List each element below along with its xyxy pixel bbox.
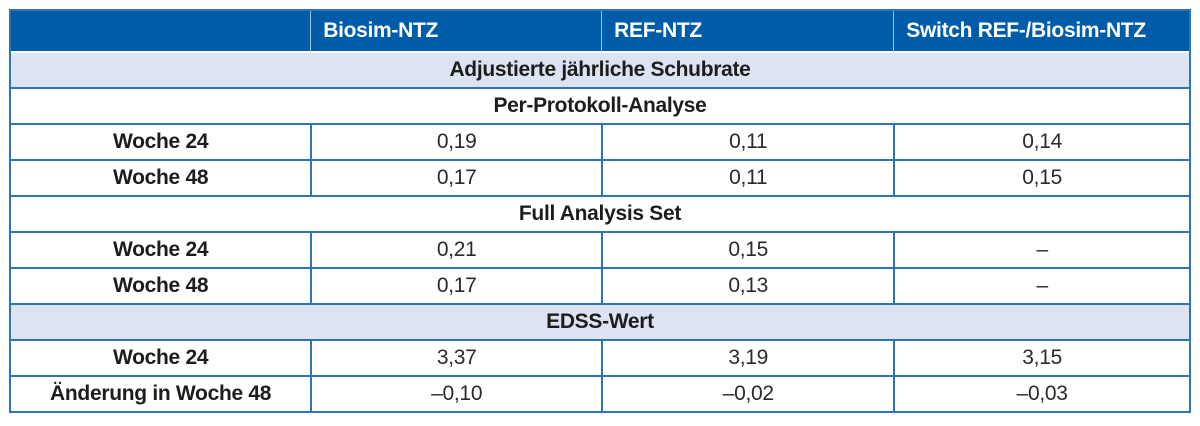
subsection-row-full-analysis-set: Full Analysis Set bbox=[11, 195, 1189, 231]
data-cell-ref: 0,11 bbox=[601, 159, 894, 195]
subsection-row-per-protokoll: Per-Protokoll-Analyse bbox=[11, 87, 1189, 123]
section-title: EDSS-Wert bbox=[11, 303, 1189, 339]
row-label: Änderung in Woche 48 bbox=[11, 375, 311, 411]
data-cell-switch: 3,15 bbox=[893, 339, 1189, 375]
data-row-fas-woche-48: Woche 48 0,17 0,13 – bbox=[11, 267, 1189, 303]
header-cell-biosim-ntz: Biosim-NTZ bbox=[310, 11, 602, 53]
row-label: Woche 24 bbox=[11, 339, 311, 375]
subsection-title: Full Analysis Set bbox=[11, 195, 1189, 231]
data-row-edss-woche-24: Woche 24 3,37 3,19 3,15 bbox=[11, 339, 1189, 375]
data-cell-switch: – bbox=[893, 231, 1189, 267]
data-cell-biosim: 0,17 bbox=[310, 267, 602, 303]
section-title: Adjustierte jährliche Schubrate bbox=[11, 53, 1189, 87]
data-cell-switch: – bbox=[893, 267, 1189, 303]
data-row-fas-woche-24: Woche 24 0,21 0,15 – bbox=[11, 231, 1189, 267]
section-row-edss-wert: EDSS-Wert bbox=[11, 303, 1189, 339]
header-cell-empty bbox=[11, 11, 311, 53]
data-cell-ref: 0,11 bbox=[601, 123, 894, 159]
row-label: Woche 24 bbox=[11, 123, 311, 159]
section-row-schubrate: Adjustierte jährliche Schubrate bbox=[11, 53, 1189, 87]
data-cell-switch: 0,14 bbox=[893, 123, 1189, 159]
data-cell-ref: 0,13 bbox=[601, 267, 894, 303]
data-cell-ref: 0,15 bbox=[601, 231, 894, 267]
data-row-pp-woche-24: Woche 24 0,19 0,11 0,14 bbox=[11, 123, 1189, 159]
data-cell-biosim: 0,21 bbox=[310, 231, 602, 267]
row-label: Woche 48 bbox=[11, 267, 311, 303]
study-results-table: Biosim-NTZ REF-NTZ Switch REF-/Biosim-NT… bbox=[9, 9, 1191, 413]
data-cell-switch: 0,15 bbox=[893, 159, 1189, 195]
data-cell-biosim: 3,37 bbox=[310, 339, 602, 375]
header-cell-ref-ntz: REF-NTZ bbox=[601, 11, 894, 53]
data-cell-biosim: 0,17 bbox=[310, 159, 602, 195]
header-cell-switch-ref-biosim-ntz: Switch REF-/Biosim-NTZ bbox=[893, 11, 1189, 53]
data-row-edss-aenderung-woche-48: Änderung in Woche 48 –0,10 –0,02 –0,03 bbox=[11, 375, 1189, 411]
data-cell-ref: –0,02 bbox=[601, 375, 894, 411]
data-cell-biosim: 0,19 bbox=[310, 123, 602, 159]
data-cell-switch: –0,03 bbox=[893, 375, 1189, 411]
data-cell-biosim: –0,10 bbox=[310, 375, 602, 411]
header-row: Biosim-NTZ REF-NTZ Switch REF-/Biosim-NT… bbox=[11, 11, 1189, 53]
data-cell-ref: 3,19 bbox=[601, 339, 894, 375]
data-row-pp-woche-48: Woche 48 0,17 0,11 0,15 bbox=[11, 159, 1189, 195]
row-label: Woche 48 bbox=[11, 159, 311, 195]
row-label: Woche 24 bbox=[11, 231, 311, 267]
subsection-title: Per-Protokoll-Analyse bbox=[11, 87, 1189, 123]
